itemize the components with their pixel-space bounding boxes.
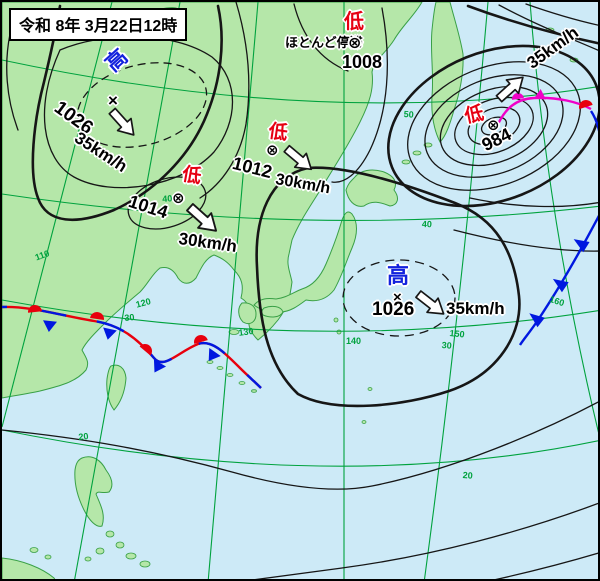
movement-note: ほとんど停滞 (285, 35, 363, 50)
honshu-island (253, 211, 357, 313)
meridian-150e (423, 2, 489, 579)
warm-front-edge-symbol (579, 100, 593, 110)
occluded-front-line (496, 96, 592, 125)
low-center-icon: ⊗ (348, 35, 362, 52)
lon-label-150: 150 (449, 328, 466, 340)
isobar-dashed-high (76, 62, 208, 148)
cold-front-symbols (43, 320, 221, 373)
isobar-low-ring (127, 176, 207, 230)
lat-label-40-east: 40 (421, 219, 433, 230)
lat-label-30-east: 30 (441, 340, 453, 351)
isobar (469, 197, 598, 208)
low-kanji-label: 低 (267, 121, 289, 145)
front-layer (2, 89, 598, 389)
lat-label-20-west: 20 (77, 430, 89, 442)
isobar (199, 2, 250, 199)
isobar (453, 229, 598, 252)
meridian-120e (74, 2, 181, 579)
low-kanji-label: 低 (462, 103, 486, 128)
shikoku-island (261, 305, 284, 318)
high-center-icon: × (393, 289, 402, 306)
cold-front-symbols-east (529, 239, 590, 328)
kyushu-island (238, 302, 257, 325)
lat-label-40-west: 40 (161, 193, 173, 204)
small-islands (29, 27, 579, 568)
low-center-icon: ⊗ (266, 142, 279, 159)
isobar (495, 552, 598, 579)
isobar (2, 401, 598, 490)
lon-label-140: 140 (346, 336, 362, 346)
high-kanji-label: 高 (387, 263, 410, 288)
meridian-160e (529, 2, 598, 433)
isobar (255, 502, 598, 579)
low-kanji-label: 低 (344, 11, 364, 33)
low-center-icon: ⊗ (172, 190, 185, 207)
lat-label-20-east: 20 (462, 470, 474, 481)
high-center-icon: × (108, 91, 118, 110)
low-center-icon: ⊗ (487, 117, 500, 134)
isobar (6, 33, 19, 131)
luzon-island (74, 456, 113, 527)
isobar-bold (466, 4, 598, 45)
meridian-130e (207, 2, 259, 579)
arrow-icon (412, 286, 450, 322)
parallel-30n (2, 299, 598, 332)
isobar (525, 3, 598, 26)
isobar (331, 7, 388, 183)
parallel-50n (2, 59, 598, 104)
isobar (293, 3, 349, 72)
parallel-20n (2, 429, 598, 467)
isobar-bold (31, 4, 223, 222)
cold-front-connector (589, 110, 598, 132)
stationary-front-line-blue (2, 305, 262, 389)
meridian-110e (2, 2, 113, 428)
low-kanji-label: 低 (180, 164, 203, 188)
warm-front-symbols (28, 305, 208, 356)
parallel-40n (2, 193, 598, 221)
isobar (498, 4, 598, 51)
isobar-bold-loop (255, 166, 521, 408)
lat-label-50: 50 (403, 109, 415, 120)
cold-front-line (518, 215, 598, 346)
lat-label-30-west: 30 (123, 311, 135, 323)
chart-title: 令和 8年 3月22日12時 (9, 8, 188, 41)
isobar-dashed-high (342, 259, 456, 337)
borneo-corner-land (2, 557, 56, 579)
speed-value: 35km/h (446, 299, 505, 318)
pressure-value: 1008 (342, 52, 383, 72)
occluded-front-symbols (512, 89, 546, 100)
pressure-value: 1026 (372, 299, 415, 320)
